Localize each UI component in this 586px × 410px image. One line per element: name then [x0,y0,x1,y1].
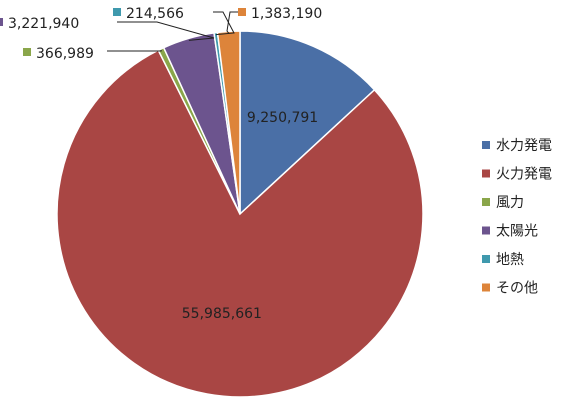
data-label-marker-solar [0,18,3,26]
data-label-marker-wind [23,48,31,56]
data-label-marker-other [238,8,246,16]
legend-swatch-thermal [482,169,490,178]
legend-swatch-geothermal [482,255,490,263]
legend-swatch-hydro [482,141,490,149]
legend-label-hydro: 水力発電 [496,138,552,154]
legend-label-geothermal: 地熱 [496,252,524,268]
leader-line-solar [117,21,215,41]
legend-label-other: その他 [496,281,538,297]
legend-label-wind: 風力 [496,195,524,211]
legend-label-solar: 太陽光 [496,224,538,240]
pie-slice-thermal [56,49,424,398]
data-label-hydro: 9,250,791 [247,110,318,126]
data-label-thermal: 55,985,661 [182,306,262,322]
data-label-wind: 366,989 [36,46,94,62]
data-label-marker-geothermal [113,8,121,16]
legend-label-thermal: 火力発電 [496,167,552,183]
pie-slices [56,30,424,398]
data-label-other: 1,383,190 [251,6,322,22]
data-labels: 9,250,791 55,985,661 366,989 3,221,940 214,5… [0,6,322,322]
leader-lines [107,11,238,52]
legend-swatch-wind [482,198,490,206]
legend-swatch-other [482,283,490,292]
leader-line-other [226,11,238,34]
pie-slice-other [216,30,241,215]
data-label-geothermal: 214,566 [126,6,184,22]
legend-swatch-solar [482,226,490,235]
pie-slice-hydro [239,30,376,216]
data-label-solar: 3,221,940 [8,16,79,32]
